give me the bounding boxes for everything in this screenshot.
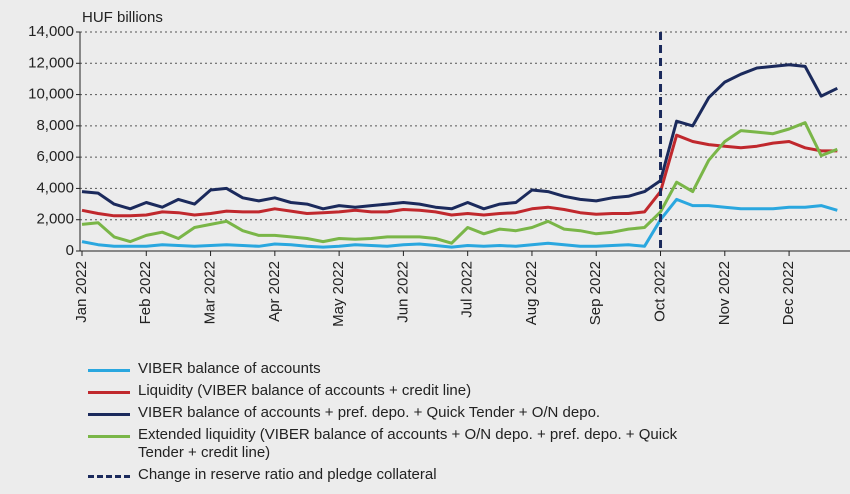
y-tick-label: 8,000 bbox=[36, 117, 74, 134]
y-tick-label: 0 bbox=[66, 242, 74, 259]
legend: VIBER balance of accounts Liquidity (VIBE… bbox=[88, 360, 698, 488]
series-line bbox=[81, 121, 838, 245]
legend-swatch bbox=[88, 369, 130, 372]
x-tick-label: Jun 2022 bbox=[394, 261, 411, 323]
legend-swatch bbox=[88, 435, 130, 438]
x-tick-label: Apr 2022 bbox=[266, 261, 283, 322]
legend-label: Change in reserve ratio and pledge colla… bbox=[138, 466, 437, 483]
x-tick-label: Aug 2022 bbox=[523, 261, 540, 325]
y-tick-label: 4,000 bbox=[36, 179, 74, 196]
x-tick-label: Jul 2022 bbox=[459, 261, 476, 318]
y-axis-label: HUF billions bbox=[82, 9, 163, 26]
x-tick-label: Jan 2022 bbox=[73, 261, 90, 323]
x-tick-label: Oct 2022 bbox=[651, 261, 668, 322]
series-line bbox=[81, 197, 838, 249]
legend-item: Liquidity (VIBER balance of accounts + c… bbox=[88, 382, 698, 400]
legend-label: VIBER balance of accounts bbox=[138, 360, 321, 377]
chart: HUF billions 0 2,000 4,000 6,000 8,000 10,000… bbox=[28, 9, 850, 327]
legend-item: Change in reserve ratio and pledge colla… bbox=[88, 466, 698, 484]
series-line bbox=[81, 63, 838, 211]
x-tick-label: May 2022 bbox=[330, 261, 347, 327]
x-tick-label: Sep 2022 bbox=[587, 261, 604, 325]
x-tick-label: Nov 2022 bbox=[716, 261, 733, 325]
legend-item: VIBER balance of accounts + pref. depo. … bbox=[88, 404, 698, 422]
y-tick-label: 12,000 bbox=[28, 54, 74, 71]
x-tick-label: Mar 2022 bbox=[202, 261, 219, 324]
y-tick-label: 14,000 bbox=[28, 23, 74, 40]
legend-swatch bbox=[88, 391, 130, 394]
y-tick-label: 6,000 bbox=[36, 148, 74, 165]
legend-label: VIBER balance of accounts + pref. depo. … bbox=[138, 404, 601, 421]
legend-label: Liquidity (VIBER balance of accounts + c… bbox=[138, 382, 472, 399]
series-line bbox=[81, 133, 838, 218]
x-tick-label: Feb 2022 bbox=[137, 261, 154, 324]
legend-item: VIBER balance of accounts bbox=[88, 360, 698, 378]
y-tick-label: 10,000 bbox=[28, 86, 74, 103]
legend-swatch bbox=[88, 413, 130, 416]
x-tick-label: Dec 2022 bbox=[780, 261, 797, 325]
y-tick-label: 2,000 bbox=[36, 211, 74, 228]
legend-label: Extended liquidity (VIBER balance of acc… bbox=[138, 426, 678, 461]
legend-swatch bbox=[88, 475, 130, 478]
legend-item: Extended liquidity (VIBER balance of acc… bbox=[88, 426, 698, 462]
